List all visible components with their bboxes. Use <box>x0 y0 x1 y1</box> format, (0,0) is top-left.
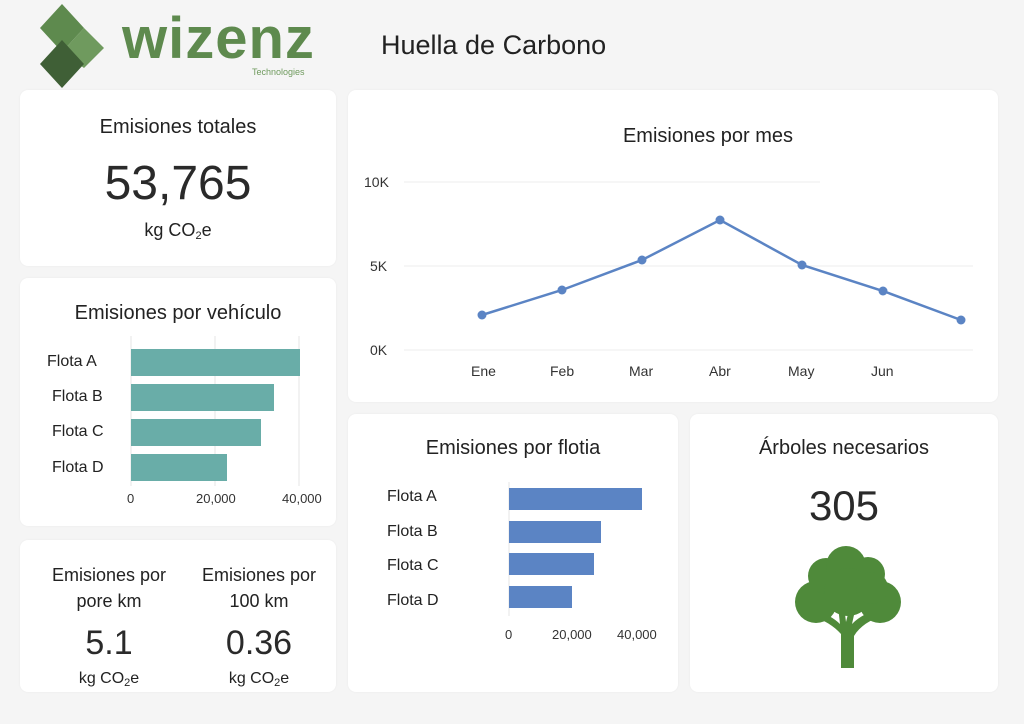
bar-flota-b[interactable] <box>509 521 601 543</box>
x-tick-label: Feb <box>550 363 575 379</box>
x-tick-label: Abr <box>709 363 731 379</box>
data-point-mar[interactable] <box>637 255 647 265</box>
axis-label: Flota A <box>47 353 97 370</box>
trees-needed-value: 305 <box>808 482 880 529</box>
x-tick-label: Ene <box>471 363 496 379</box>
card-title: Emisiones por flotia <box>425 437 601 459</box>
y-tick-label: 5K <box>370 258 388 274</box>
per-100km-section: Emisiones por 100 km 0.36 kg CO2e <box>184 540 334 692</box>
unit-label: kg CO2e <box>228 670 290 689</box>
x-tick-label: May <box>788 363 815 379</box>
fleet-bar-chart <box>508 482 642 616</box>
card-title: Emisiones por vehículo <box>74 302 282 324</box>
axis-label: Flota D <box>52 459 104 476</box>
tick-label: 20,000 <box>196 491 236 506</box>
tick-label: 40,000 <box>617 627 657 642</box>
per-km-value: 5.1 <box>85 624 133 662</box>
monthly-line-chart <box>404 181 973 351</box>
y-tick-label: 10K <box>364 174 389 190</box>
page-title: Huella de Carbono <box>381 30 607 60</box>
trees-needed-card: Árboles necesarios 305 <box>690 414 998 692</box>
data-point-jun[interactable] <box>878 286 888 296</box>
per-km-section: Emisiones por pore km 5.1 kg CO2e <box>20 540 198 692</box>
header: wizenz Technologies Huella de Carbono <box>0 0 1024 90</box>
axis-label: Flota B <box>387 523 438 540</box>
emissions-per-month-card: Emisiones por mes 10K 5K 0K Ene Feb Mar … <box>348 90 998 402</box>
unit-label: kg CO2e <box>144 220 212 242</box>
bar-flota-c[interactable] <box>131 419 261 446</box>
data-point-ene[interactable] <box>477 310 487 320</box>
per-km-title-line1: Emisiones por <box>51 565 167 585</box>
tree-icon <box>795 546 901 668</box>
per-100km-title-line2: 100 km <box>229 591 289 611</box>
axis-label: Flota D <box>387 592 439 609</box>
axis-label: Flota C <box>387 557 439 574</box>
y-tick-label: 0K <box>370 342 388 358</box>
bar-flota-c[interactable] <box>509 553 594 575</box>
tick-label: 40,000 <box>282 491 322 506</box>
emissions-per-distance-card: Emisiones por pore km 5.1 kg CO2e Emisio… <box>20 540 336 692</box>
data-point-abr[interactable] <box>715 215 725 225</box>
bar-flota-a[interactable] <box>131 349 300 376</box>
card-title: Árboles necesarios <box>758 437 930 459</box>
bar-flota-d[interactable] <box>131 454 227 481</box>
total-emissions-value: 53,765 <box>104 157 252 210</box>
per-km-title-line2: pore km <box>76 591 142 611</box>
logo-text: wizenz <box>122 6 315 71</box>
axis-label: Flota A <box>387 488 437 505</box>
tick-label: 0 <box>127 491 135 506</box>
data-point-feb[interactable] <box>557 285 567 295</box>
card-title: Emisiones totales <box>99 116 257 138</box>
axis-label: Flota B <box>52 388 103 405</box>
bar-flota-d[interactable] <box>509 586 572 608</box>
vehicle-bar-chart <box>130 336 300 486</box>
card-title: Emisiones por mes <box>622 125 794 147</box>
per-100km-value: 0.36 <box>225 624 293 662</box>
axis-label: Flota C <box>52 423 104 440</box>
total-emissions-card: Emisiones totales 53,765 kg CO2e <box>20 90 336 266</box>
bar-flota-b[interactable] <box>131 384 274 411</box>
emissions-per-fleet-card: Emisiones por flotia Flota A Flota B Flo… <box>348 414 678 692</box>
x-tick-label: Mar <box>629 363 654 379</box>
per-100km-title-line1: Emisiones por <box>201 565 317 585</box>
unit-label: kg CO2e <box>78 670 140 689</box>
data-point-last[interactable] <box>956 315 966 325</box>
emissions-per-vehicle-card: Emisiones por vehículo Flota A Flota B F… <box>20 278 336 526</box>
logo-mark-icon <box>40 4 104 88</box>
bar-flota-a[interactable] <box>509 488 642 510</box>
x-tick-label: Jun <box>871 363 894 379</box>
tick-label: 0 <box>505 627 513 642</box>
tick-label: 20,000 <box>552 627 592 642</box>
data-point-may[interactable] <box>797 260 807 270</box>
logo-subtext: Technologies <box>252 67 305 77</box>
